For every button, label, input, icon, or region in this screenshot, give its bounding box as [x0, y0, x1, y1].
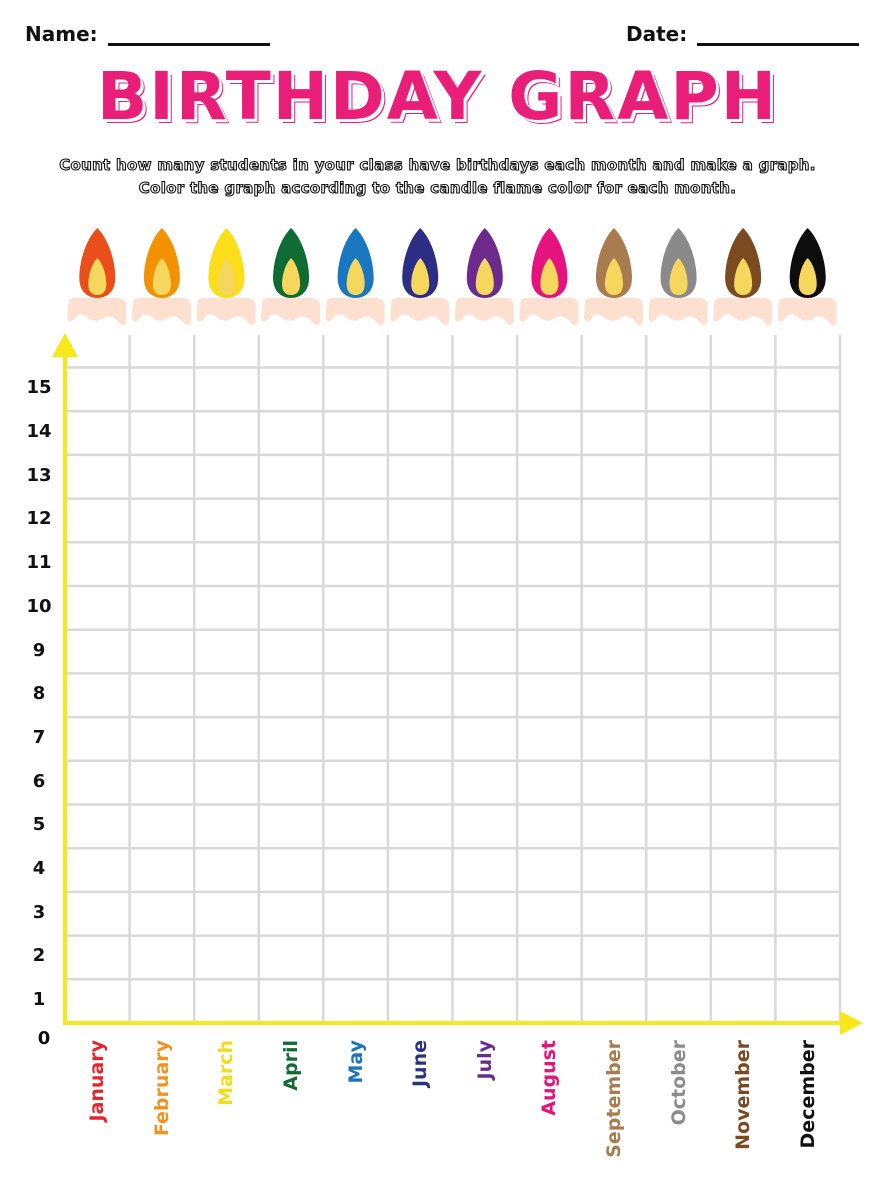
- candle-wax-icon: [519, 298, 579, 325]
- y-tick-label: 2: [32, 945, 46, 967]
- date-line[interactable]: [697, 26, 860, 46]
- candle-flame-core-icon: [282, 258, 301, 295]
- candle-flame-core-icon: [669, 258, 688, 295]
- candle-wax-icon: [583, 298, 643, 325]
- candle-wax-icon: [777, 298, 837, 325]
- y-tick-label: 3: [32, 901, 46, 923]
- candle-flame-core-icon: [217, 258, 236, 295]
- candle-wax-icon: [648, 298, 708, 325]
- y-tick-label: 12: [26, 508, 52, 530]
- y-tick-label: 14: [26, 421, 52, 443]
- candle-wax-icon: [261, 298, 321, 325]
- month-label-april: April: [280, 1040, 303, 1091]
- candle-flame-core-icon: [411, 258, 430, 295]
- instruction-line-1: Count how many students in your class ha…: [59, 155, 816, 174]
- candle-flame-core-icon: [798, 258, 817, 295]
- y-tick-label: 11: [26, 552, 52, 574]
- y-tick-label: 7: [32, 726, 46, 748]
- candle-wax-icon: [325, 298, 385, 325]
- month-label-december: December: [796, 1040, 819, 1149]
- candle-flame-core-icon: [88, 258, 107, 295]
- month-label-march: March: [215, 1040, 238, 1106]
- page-title: BIRTHDAY GRAPH: [97, 58, 778, 135]
- y-tick-label: 15: [26, 377, 52, 399]
- date-field[interactable]: Date:: [626, 22, 860, 46]
- candle-flame-core-icon: [604, 258, 623, 295]
- candle-flame-core-icon: [475, 258, 494, 295]
- y-tick-label: 10: [26, 595, 52, 617]
- name-label: Name:: [25, 22, 98, 46]
- candle-wax-icon: [131, 298, 191, 325]
- name-field[interactable]: Name:: [25, 22, 270, 46]
- candle-wax-icon: [196, 298, 256, 325]
- y-tick-label: 1: [32, 989, 46, 1011]
- candle-wax-icon: [454, 298, 514, 325]
- instruction-line-2: Color the graph according to the candle …: [138, 178, 737, 197]
- month-label-september: September: [602, 1040, 625, 1158]
- candle-flame-core-icon: [346, 258, 365, 295]
- candle-wax-icon: [390, 298, 450, 325]
- y-tick-label: 4: [32, 858, 46, 880]
- y-tick-label: 8: [32, 683, 46, 705]
- date-label: Date:: [626, 22, 688, 46]
- x-axis-arrow-icon: [840, 1011, 863, 1035]
- month-label-july: July: [473, 1040, 496, 1080]
- candle-flame-core-icon: [734, 258, 753, 295]
- month-label-october: October: [667, 1040, 690, 1126]
- y-tick-label: 6: [32, 770, 46, 792]
- candle-flame-core-icon: [152, 258, 171, 295]
- month-label-january: January: [86, 1040, 109, 1122]
- name-line[interactable]: [107, 26, 270, 46]
- month-label-may: May: [344, 1040, 367, 1084]
- candle-wax-icon: [67, 298, 127, 325]
- month-label-february: February: [150, 1040, 173, 1137]
- month-label-august: August: [538, 1040, 561, 1116]
- month-label-june: June: [409, 1040, 432, 1088]
- y-tick-label: 0: [37, 1028, 51, 1049]
- y-axis-arrow-icon: [52, 333, 78, 357]
- candle-wax-icon: [713, 298, 773, 325]
- y-tick-label: 5: [32, 814, 46, 836]
- y-tick-label: 9: [32, 639, 46, 661]
- month-label-november: November: [732, 1040, 755, 1150]
- y-tick-label: 13: [26, 464, 52, 486]
- candle-flame-core-icon: [540, 258, 559, 295]
